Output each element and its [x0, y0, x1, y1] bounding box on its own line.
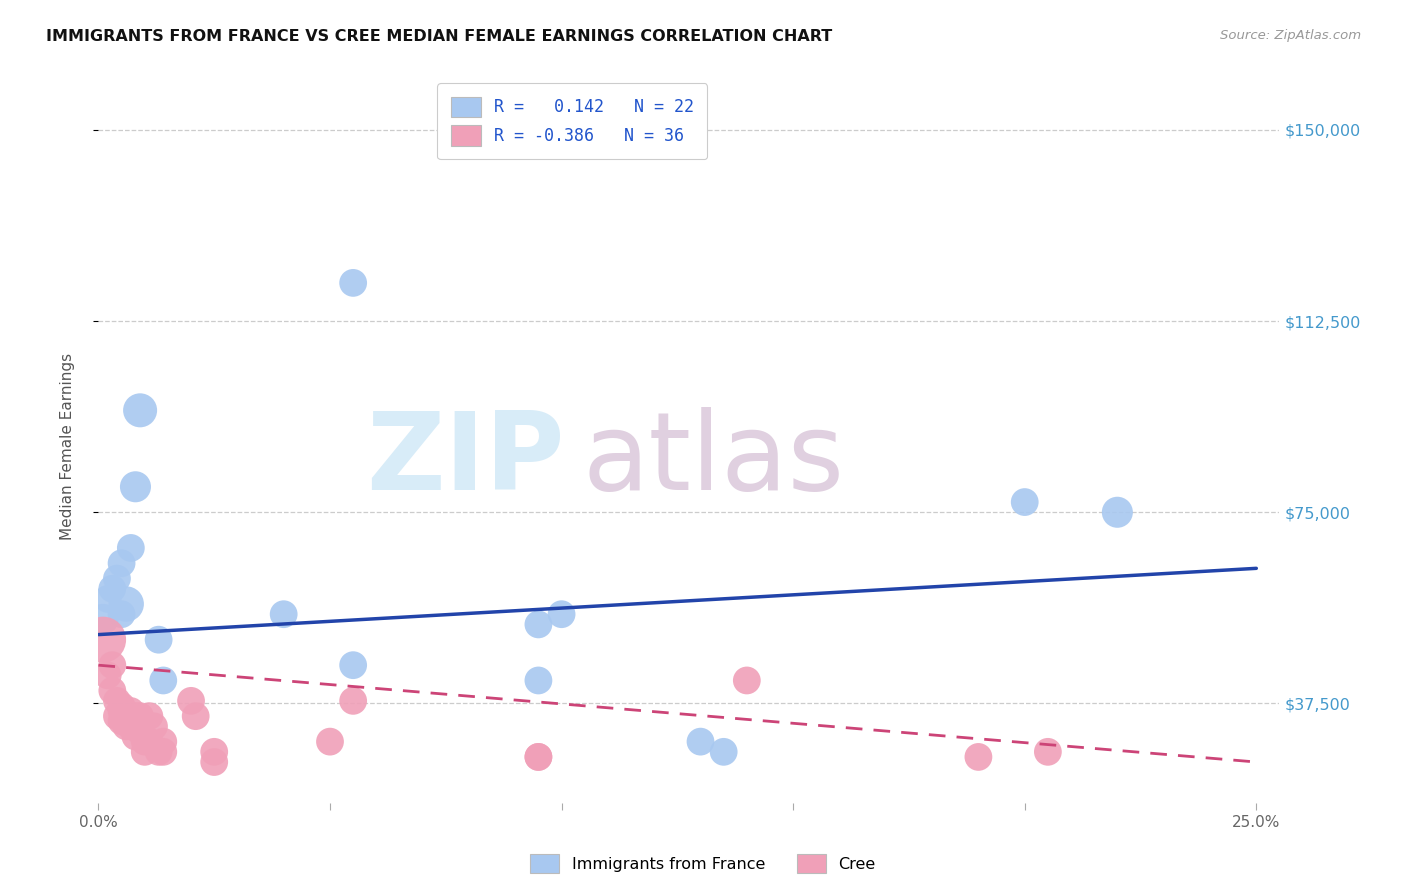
Point	[1107, 505, 1129, 519]
Point	[91, 632, 114, 647]
Point	[713, 745, 735, 759]
Point	[115, 709, 138, 723]
Point	[143, 719, 166, 733]
Point	[105, 709, 128, 723]
Point	[184, 709, 207, 723]
Point	[152, 673, 174, 688]
Point	[115, 719, 138, 733]
Point	[115, 597, 138, 611]
Point	[138, 734, 160, 748]
Point	[129, 403, 152, 417]
Point	[342, 276, 364, 290]
Point	[967, 750, 990, 764]
Point	[180, 694, 202, 708]
Point	[342, 658, 364, 673]
Point	[319, 734, 342, 748]
Point	[148, 745, 170, 759]
Point	[105, 572, 128, 586]
Point	[1014, 495, 1036, 509]
Point	[120, 704, 142, 718]
Point	[124, 709, 146, 723]
Point	[97, 591, 120, 606]
Point	[527, 673, 550, 688]
Point	[342, 694, 364, 708]
Point	[110, 556, 132, 570]
Point	[148, 632, 170, 647]
Point	[527, 750, 550, 764]
Point	[202, 755, 225, 769]
Point	[134, 734, 156, 748]
Text: ZIP: ZIP	[367, 408, 565, 513]
Point	[134, 745, 156, 759]
Point	[124, 730, 146, 744]
Point	[101, 658, 124, 673]
Point	[105, 694, 128, 708]
Point	[202, 745, 225, 759]
Point	[101, 683, 124, 698]
Point	[129, 709, 152, 723]
Point	[152, 745, 174, 759]
Text: atlas: atlas	[582, 408, 845, 513]
Legend: R =   0.142   N = 22, R = -0.386   N = 36: R = 0.142 N = 22, R = -0.386 N = 36	[437, 83, 707, 159]
Point	[110, 714, 132, 729]
Point	[527, 750, 550, 764]
Y-axis label: Median Female Earnings: Median Female Earnings	[60, 352, 75, 540]
Legend: Immigrants from France, Cree: Immigrants from France, Cree	[524, 847, 882, 880]
Point	[152, 734, 174, 748]
Text: IMMIGRANTS FROM FRANCE VS CREE MEDIAN FEMALE EARNINGS CORRELATION CHART: IMMIGRANTS FROM FRANCE VS CREE MEDIAN FE…	[46, 29, 832, 44]
Point	[138, 709, 160, 723]
Point	[129, 724, 152, 739]
Point	[1036, 745, 1059, 759]
Point	[110, 607, 132, 622]
Point	[120, 541, 142, 555]
Point	[120, 719, 142, 733]
Point	[101, 582, 124, 596]
Point	[110, 698, 132, 713]
Point	[527, 617, 550, 632]
Text: Source: ZipAtlas.com: Source: ZipAtlas.com	[1220, 29, 1361, 42]
Point	[97, 668, 120, 682]
Point	[735, 673, 758, 688]
Point	[124, 480, 146, 494]
Point	[91, 612, 114, 626]
Point	[110, 704, 132, 718]
Point	[273, 607, 295, 622]
Point	[550, 607, 572, 622]
Point	[689, 734, 711, 748]
